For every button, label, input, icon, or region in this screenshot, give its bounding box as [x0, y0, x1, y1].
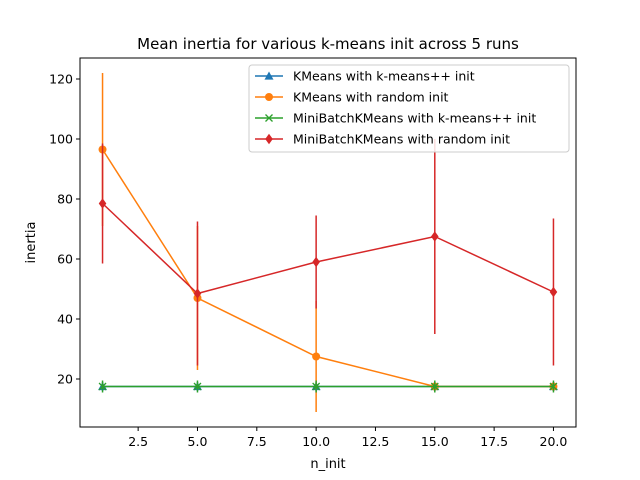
legend-marker-kmeans-with-k-means-init	[264, 71, 274, 80]
legend-entry-kmeans-with-k-means-init: KMeans with k-means++ init	[255, 69, 475, 84]
y-tick-label-3: 80	[57, 192, 73, 207]
minibatchkmeans-with-random-init-point-0	[98, 198, 107, 209]
plot-area	[98, 73, 558, 412]
minibatchkmeans-with-k-means-init-point-0-stroke-b	[98, 382, 107, 391]
x-tick-label-1: 5.0	[188, 434, 208, 449]
legend-label-kmeans-with-random-init: KMeans with random init	[293, 90, 449, 105]
kmeans-with-random-init-point-2	[312, 352, 321, 361]
axes: 2.5 5.0 7.5 10.0 12.5 15.0 17.5 20.0 20 40 60 80 100…	[49, 72, 567, 450]
legend-entry-minibatchkmeans-with-random-init: MiniBatchKMeans with random init	[255, 132, 510, 147]
minibatchkmeans-with-k-means-init-point-2-stroke-b	[312, 382, 321, 391]
x-tick-label-2: 7.5	[247, 434, 267, 449]
legend-marker-minibatchkmeans-with-random-init	[265, 133, 273, 145]
y-tick-label-1: 40	[57, 312, 73, 327]
series-minibatchkmeans-with-k-means-init	[98, 380, 558, 393]
y-axis-label: inertia	[24, 222, 39, 264]
x-tick-label-0: 2.5	[128, 434, 148, 449]
minibatchkmeans-with-k-means-init-point-0	[98, 382, 107, 391]
x-axis-label: n_init	[310, 457, 345, 472]
minibatchkmeans-with-k-means-init-point-4	[549, 382, 558, 391]
legend: KMeans with k-means++ init KMeans with ra…	[248, 64, 570, 153]
minibatchkmeans-with-k-means-init-point-4-stroke-b	[549, 382, 558, 391]
y-tick-label-4: 100	[49, 132, 73, 147]
legend-marker-minibatchkmeans-with-k-means-init	[265, 114, 273, 122]
legend-label-minibatchkmeans-with-k-means-init: MiniBatchKMeans with k-means++ init	[293, 111, 536, 126]
chart-title: Mean inertia for various k-means init ac…	[137, 35, 519, 53]
x-tick-label-6: 17.5	[480, 434, 508, 449]
series-minibatchkmeans-with-random-init	[98, 139, 558, 366]
minibatchkmeans-with-random-init-point-2	[312, 256, 320, 268]
legend-entry-minibatchkmeans-with-k-means-init: MiniBatchKMeans with k-means++ init	[255, 111, 536, 126]
y-tick-label-2: 60	[57, 252, 73, 267]
minibatchkmeans-with-k-means-init-point-3	[430, 382, 439, 391]
legend-marker-minibatchkmeans-with-k-means-init-stroke-b	[265, 114, 273, 122]
minibatchkmeans-with-random-init-point-3	[430, 231, 439, 242]
x-tick-label-4: 12.5	[362, 434, 390, 449]
x-tick-label-5: 15.0	[421, 434, 449, 449]
minibatchkmeans-with-k-means-init-point-1	[193, 382, 202, 391]
legend-label-kmeans-with-k-means-init: KMeans with k-means++ init	[293, 69, 475, 84]
y-tick-label-5: 120	[49, 72, 73, 87]
y-tick-label-0: 20	[57, 372, 73, 387]
plot-frame	[79, 57, 577, 428]
legend-label-minibatchkmeans-with-random-init: MiniBatchKMeans with random init	[293, 132, 510, 147]
minibatchkmeans-with-random-init-point-4	[549, 286, 558, 298]
legend-box	[248, 64, 570, 153]
minibatchkmeans-with-k-means-init-point-1-stroke-b	[193, 382, 202, 391]
x-tick-label-3: 10.0	[302, 434, 330, 449]
minibatchkmeans-with-random-init-point-1	[193, 288, 202, 299]
minibatchkmeans-with-k-means-init-point-3-stroke-b	[430, 382, 439, 391]
minibatchkmeans-with-k-means-init-point-2	[312, 382, 321, 391]
minibatchkmeans-with-random-init-line	[102, 202, 554, 295]
x-tick-label-7: 20.0	[540, 434, 568, 449]
legend-entry-kmeans-with-random-init: KMeans with random init	[255, 90, 449, 105]
legend-marker-kmeans-with-random-init	[265, 93, 273, 101]
